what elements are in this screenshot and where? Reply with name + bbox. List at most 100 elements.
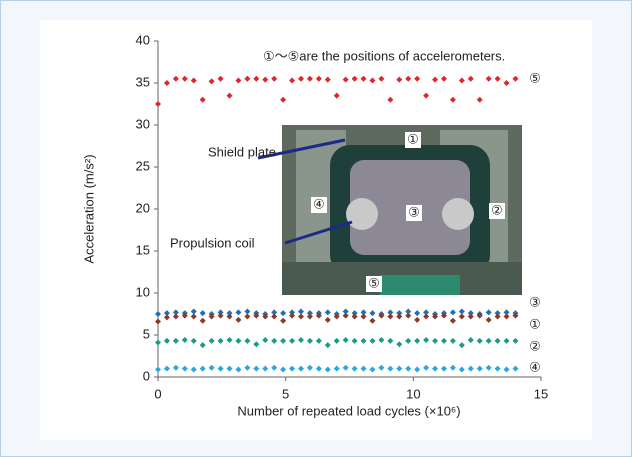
point	[199, 342, 206, 349]
point	[271, 309, 278, 316]
inset-label: ③	[408, 204, 420, 219]
point	[306, 75, 313, 82]
point	[387, 96, 394, 103]
point	[297, 308, 304, 315]
point	[324, 316, 331, 323]
point	[217, 337, 224, 344]
inset-label: ②	[491, 202, 503, 217]
point	[262, 365, 269, 372]
point	[467, 310, 474, 317]
point	[208, 337, 215, 344]
point	[163, 314, 170, 321]
point	[351, 75, 358, 82]
point	[476, 312, 483, 319]
point	[163, 310, 170, 317]
point	[396, 310, 403, 317]
point	[315, 75, 322, 82]
point	[163, 365, 170, 372]
point	[423, 313, 430, 320]
y-tick-label: 10	[136, 284, 150, 299]
point	[306, 337, 313, 344]
point	[324, 76, 331, 83]
point	[199, 96, 206, 103]
point	[190, 313, 197, 320]
point	[226, 313, 233, 320]
point	[423, 92, 430, 99]
point	[396, 76, 403, 83]
point	[476, 337, 483, 344]
x-tick-label: 15	[534, 386, 548, 401]
point	[405, 312, 412, 319]
point	[360, 365, 367, 372]
x-tick-label: 0	[154, 386, 161, 401]
point	[494, 313, 501, 320]
point	[405, 308, 412, 315]
point	[289, 77, 296, 84]
point	[199, 310, 206, 317]
point	[414, 337, 421, 344]
point	[458, 308, 465, 315]
point	[485, 309, 492, 316]
inset-label: ①	[407, 131, 419, 146]
point	[155, 318, 161, 325]
point	[235, 309, 242, 316]
point	[396, 341, 403, 348]
point	[315, 365, 322, 372]
y-tick-label: 35	[136, 74, 150, 89]
point	[494, 365, 501, 372]
point	[512, 337, 519, 344]
point	[253, 75, 260, 82]
point	[423, 364, 430, 371]
point	[297, 75, 304, 82]
point	[387, 365, 394, 372]
point	[458, 77, 465, 84]
point	[378, 337, 385, 344]
point	[432, 76, 439, 83]
point	[190, 337, 197, 344]
point	[172, 309, 179, 316]
y-tick-label: 30	[136, 116, 150, 131]
point	[503, 80, 510, 86]
point	[351, 310, 358, 317]
point	[217, 309, 224, 316]
arrow	[257, 138, 346, 160]
point	[360, 309, 367, 316]
point	[235, 77, 242, 84]
point	[280, 366, 287, 373]
point	[449, 309, 456, 316]
point	[396, 365, 403, 372]
point	[244, 337, 251, 344]
point	[226, 310, 233, 317]
point	[262, 337, 269, 344]
point	[190, 366, 197, 373]
point	[342, 337, 349, 344]
point	[155, 339, 161, 346]
point	[306, 313, 313, 320]
point	[306, 310, 313, 317]
point	[289, 337, 296, 344]
point	[208, 78, 215, 85]
point	[342, 308, 349, 315]
point	[324, 342, 331, 349]
point	[226, 337, 233, 344]
point	[369, 317, 376, 324]
point	[244, 308, 251, 315]
point	[342, 76, 349, 83]
point	[485, 364, 492, 371]
point	[449, 337, 456, 344]
point	[315, 312, 322, 319]
point	[199, 317, 206, 324]
point	[235, 316, 242, 323]
point	[172, 313, 179, 320]
point	[494, 337, 501, 344]
point	[289, 312, 296, 319]
point	[262, 76, 269, 83]
point	[440, 337, 447, 344]
legend-label: ③	[529, 294, 541, 309]
point	[440, 365, 447, 372]
point	[253, 312, 260, 319]
point	[369, 366, 376, 373]
arrow	[284, 220, 353, 245]
point	[467, 365, 474, 372]
